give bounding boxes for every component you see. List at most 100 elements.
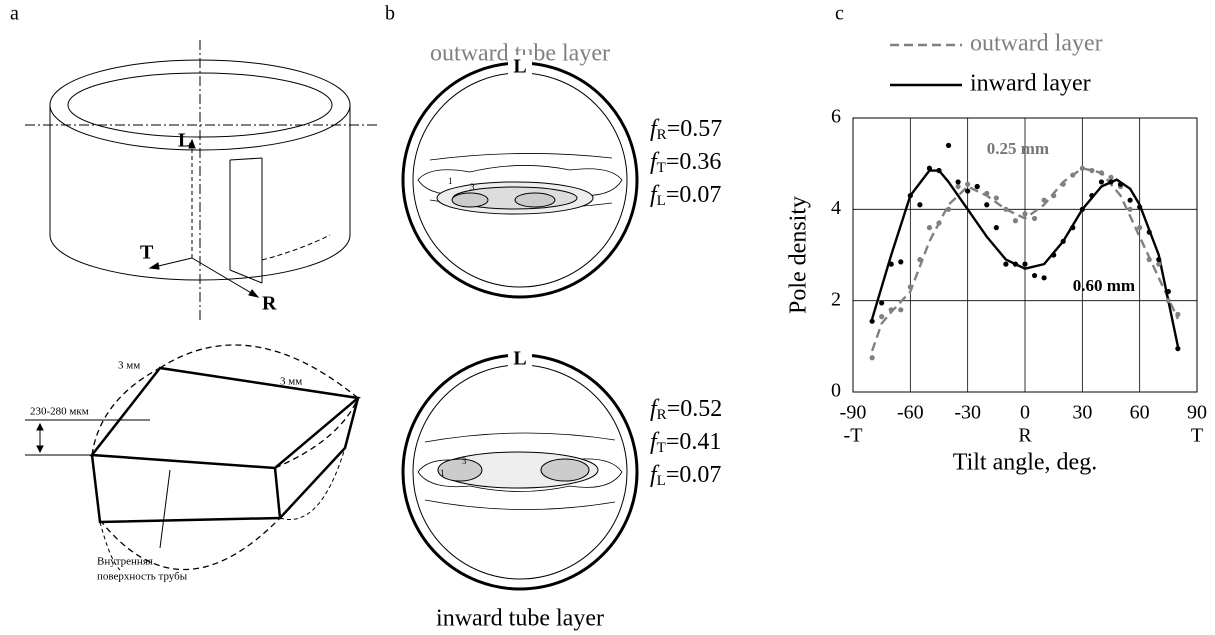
data-point [869,318,875,324]
x-tick-label: -60 [897,402,924,424]
x-tick-label: -30 [954,402,981,424]
data-point [888,261,894,267]
symbol: f [650,429,660,455]
symbol: f [650,116,660,142]
legend-label: inward layer [970,71,1091,97]
thickness-lines [25,419,150,456]
note: Внутренняя [97,556,153,568]
data-point [1012,261,1019,267]
value: =0.07 [666,462,722,488]
data-point [1146,229,1152,235]
fraction: fT=0.41 [650,429,721,457]
dim-label: 3 мм [118,360,140,372]
data-point [984,190,990,196]
data-point [1098,179,1105,185]
panel-title: inward tube layer [436,606,604,632]
y-tick-label: 6 [831,106,841,128]
fraction: fT=0.36 [650,149,721,177]
curvature [279,447,346,520]
annotation: 0.60 mm [1073,276,1135,295]
axis-r [191,257,259,298]
value: =0.52 [667,396,723,422]
data-point [1031,272,1038,279]
contour-label: 1 [448,176,453,186]
data-point [1175,346,1181,352]
data-point [945,142,952,148]
data-point [1156,261,1162,267]
data-point [917,202,923,208]
data-point [1156,256,1162,263]
pole-gap [508,55,532,85]
data-point [1108,179,1114,185]
value: =0.41 [666,429,722,455]
y-tick-label: 0 [831,380,841,402]
symbol: f [650,149,660,175]
data-point [1060,238,1066,244]
slab-top [89,366,361,470]
contour-label: 3 [462,456,467,466]
data-point [936,167,942,174]
data-point [955,179,961,185]
data-point [1137,225,1143,231]
data-point [1051,252,1057,258]
direction-label: -T [844,425,863,447]
pole-gap [508,347,532,377]
data-point [888,307,894,313]
data-point [879,300,885,306]
pole-label: L [513,56,526,78]
data-point [1079,206,1085,212]
arrow [188,138,196,149]
data-point [1146,256,1152,263]
data-point [1098,170,1105,176]
data-point [955,183,961,190]
chart: 0 2 4 6 -90 -60 -30 0 30 60 90 -T R T Tilt angle, deg.… [786,31,1208,476]
symbol: f [650,396,660,422]
fraction: fL=0.07 [650,182,721,210]
data-point [993,225,999,231]
data-point [926,225,933,231]
data-point [898,259,904,265]
y-axis-label: Pole density [786,196,812,314]
legend-label: outward layer [970,31,1103,57]
subscript: T [657,160,666,176]
data-point [1022,261,1028,267]
sample-box [229,157,263,284]
contour [451,192,489,208]
subscript: T [657,440,666,456]
data-point [936,220,942,226]
axis-label: T [140,242,154,264]
panel-a [25,40,378,571]
pole-circle-outer [401,61,639,299]
data-point [1022,211,1028,217]
note: поверхность трубы [97,571,188,583]
x-tick-label: 90 [1187,402,1207,424]
data-point [965,181,971,187]
x-axis-label: Tilt angle, deg. [953,450,1097,476]
data-point [879,314,885,320]
arrow [248,289,260,298]
arc [261,234,331,261]
data-point [984,202,990,208]
leader [159,469,171,549]
curvature [99,521,121,571]
data-point [945,206,952,212]
contour [424,432,616,510]
curvature [91,344,359,571]
data-point [926,165,933,171]
data-point [1165,298,1171,304]
direction-label: R [1018,425,1032,447]
axis-label: R [262,293,277,315]
data-point [1127,206,1133,212]
x-tick-label: 0 [1020,402,1030,424]
data-point [1060,181,1066,187]
data-point [917,256,923,263]
data-point [965,188,971,194]
data-point [1117,181,1124,187]
data-point [1165,288,1171,295]
data-point [1051,193,1057,199]
symbol: f [650,462,660,488]
contour-label: 3 [470,182,475,192]
dim-label: 3 мм [280,376,302,388]
data-point [1070,225,1076,231]
